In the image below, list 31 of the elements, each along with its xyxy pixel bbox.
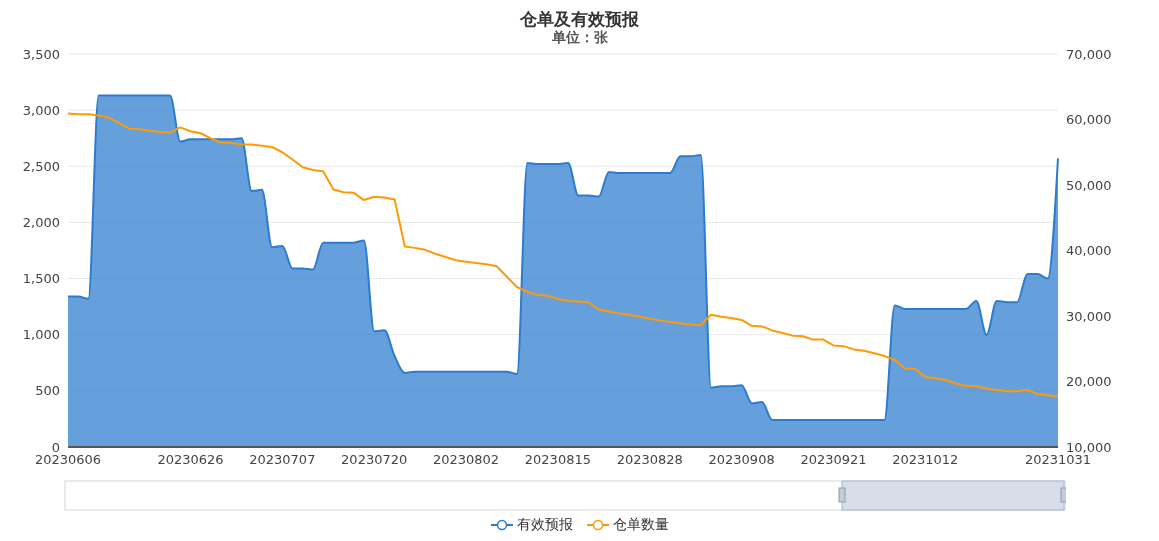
y-tick-label: 500 xyxy=(35,383,60,399)
legend-label: 有效预报 xyxy=(516,516,573,534)
x-tick-label: 20230921 xyxy=(800,452,867,468)
y-tick-label: 0 xyxy=(51,439,60,455)
y-tick-label: 2,500 xyxy=(22,158,60,174)
y2-tick-label: 60,000 xyxy=(1066,112,1112,128)
chart-title: 仓单及有效预报 xyxy=(519,8,640,30)
x-tick-label: 20231031 xyxy=(1024,452,1092,468)
x-tick-label: 20230908 xyxy=(708,452,775,468)
y-tick-label: 3,000 xyxy=(22,102,60,118)
y2-tick-label: 30,000 xyxy=(1066,308,1112,324)
y2-tick-label: 20,000 xyxy=(1066,374,1112,390)
y-tick-label: 1,000 xyxy=(22,327,60,343)
y-tick-label: 2,000 xyxy=(22,215,60,231)
y2-tick-label: 40,000 xyxy=(1066,243,1112,259)
y2-tick-label: 10,000 xyxy=(1066,439,1112,455)
x-tick-label: 20230828 xyxy=(616,452,683,468)
x-tick-label: 20230707 xyxy=(249,452,316,468)
legend-label: 仓单数量 xyxy=(612,516,669,534)
x-tick-label: 20230720 xyxy=(341,452,408,468)
y2-tick-label: 50,000 xyxy=(1066,177,1112,193)
x-tick-label: 20230802 xyxy=(432,452,500,468)
x-tick-label: 20231012 xyxy=(892,452,959,468)
y-tick-label: 3,500 xyxy=(22,46,60,62)
x-tick-label: 20230626 xyxy=(157,452,224,468)
y-tick-label: 1,500 xyxy=(22,271,60,287)
chart-subtitle: 单位：张 xyxy=(550,29,609,47)
y2-tick-label: 70,000 xyxy=(1066,46,1112,62)
x-tick-label: 20230815 xyxy=(524,452,591,468)
x-tick-label: 20230606 xyxy=(34,452,102,468)
line-series xyxy=(67,112,1059,398)
